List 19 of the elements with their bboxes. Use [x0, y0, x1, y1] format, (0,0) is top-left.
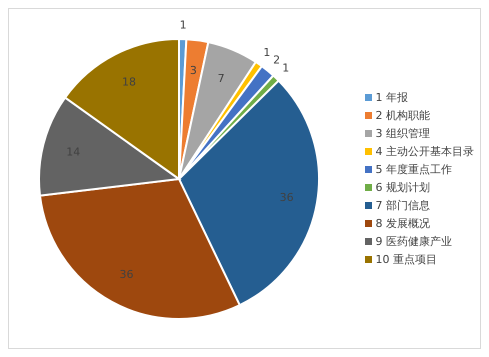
legend-label: 9 医药健康产业 [376, 234, 452, 250]
data-label: 1 [263, 46, 270, 60]
legend-label: 8 发展概况 [376, 216, 430, 232]
data-label: 18 [122, 75, 136, 88]
data-label: 36 [280, 191, 294, 204]
data-label: 3 [190, 64, 197, 78]
data-label: 1 [282, 61, 290, 74]
legend-label: 1 年报 [376, 90, 408, 106]
data-label: 2 [273, 53, 280, 66]
legend-label: 7 部门信息 [376, 198, 430, 214]
legend-label: 3 组织管理 [376, 126, 430, 142]
legend-label: 10 重点项目 [376, 252, 437, 268]
data-label: 36 [119, 268, 134, 282]
data-label: 7 [218, 72, 225, 85]
legend-label: 5 年度重点工作 [376, 162, 452, 178]
legend-label: 6 规划计划 [376, 180, 430, 196]
data-label: 1 [180, 18, 187, 32]
legend-label: 4 主动公开基本目录 [376, 144, 474, 160]
legend-label: 2 机构职能 [376, 108, 430, 124]
